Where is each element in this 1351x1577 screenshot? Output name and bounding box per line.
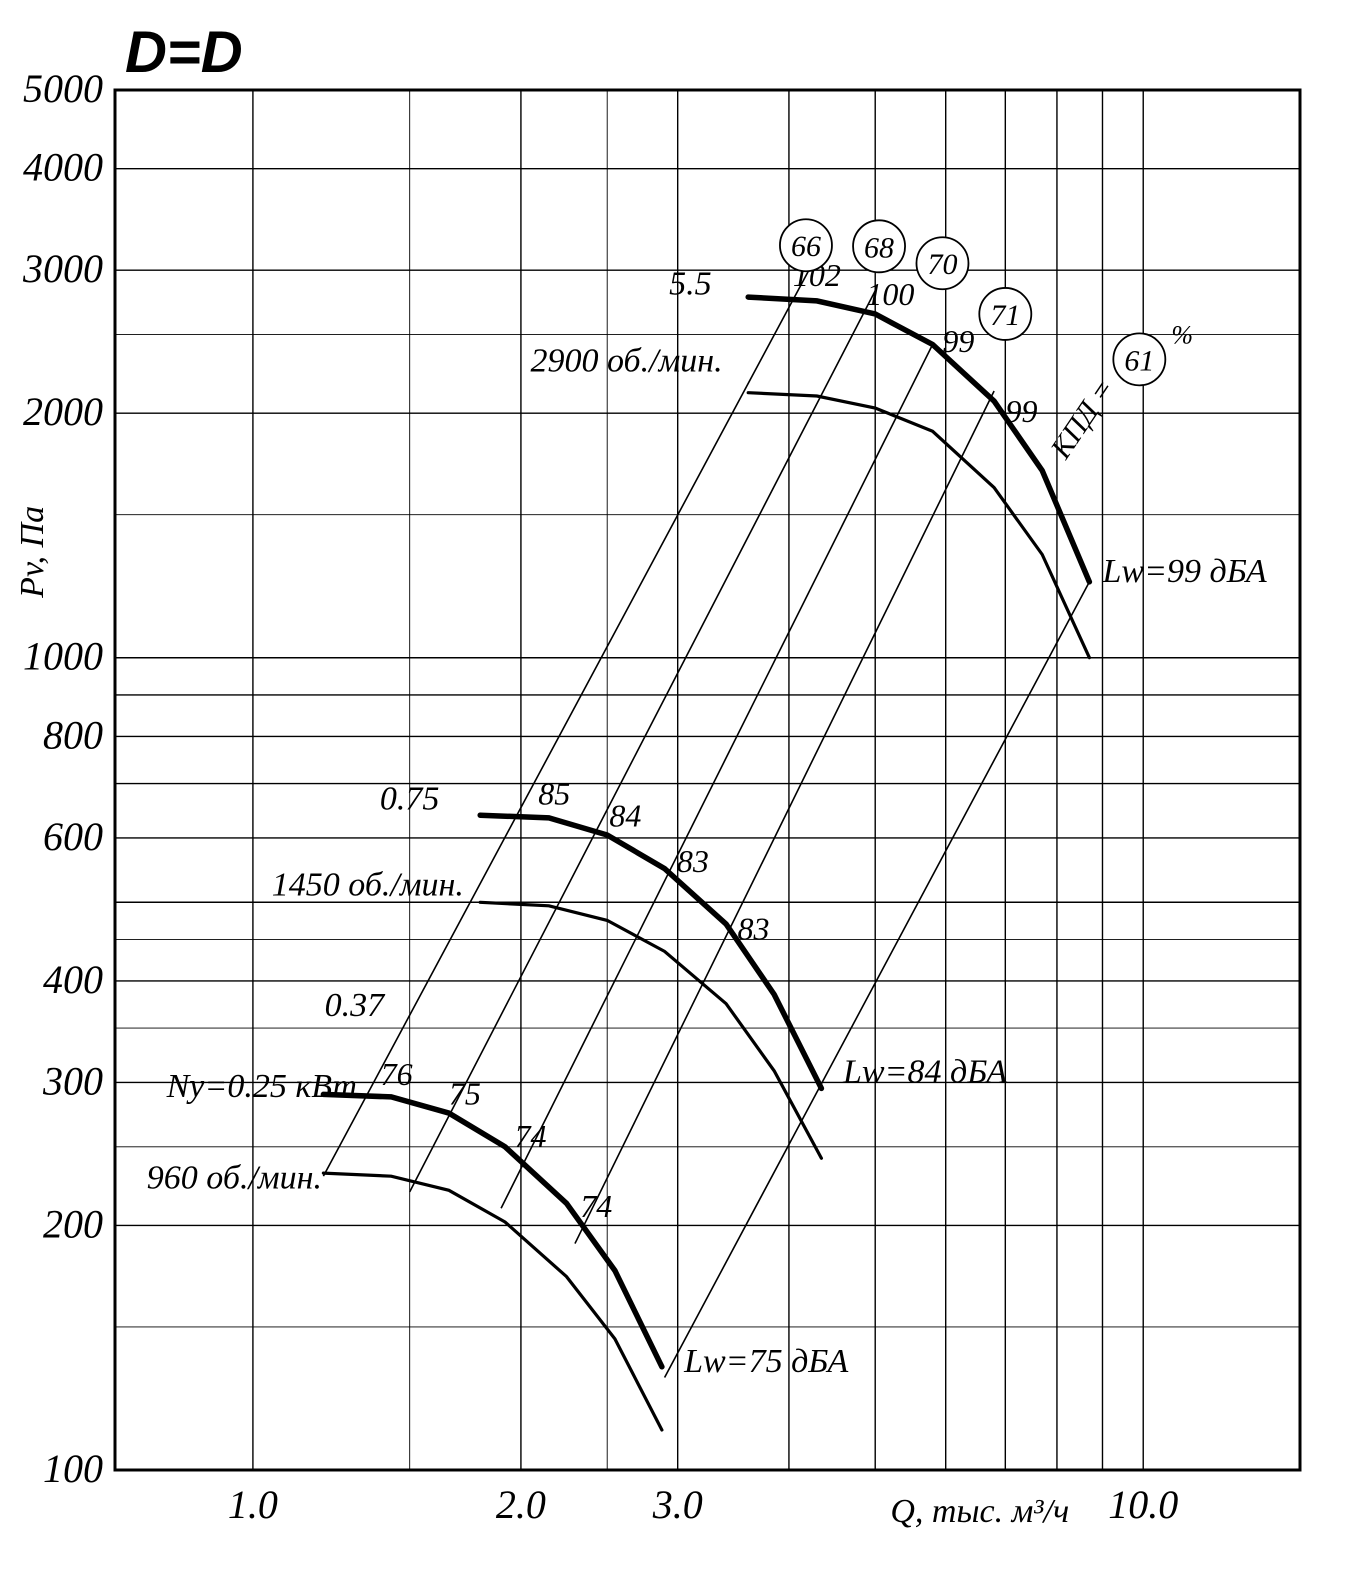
noise-label: 84 <box>609 797 641 833</box>
y-tick-label: 2000 <box>23 389 103 434</box>
x-tick-label: 1.0 <box>228 1482 278 1527</box>
y-tick-label: 4000 <box>23 145 103 190</box>
y-tick-label: 3000 <box>22 246 103 291</box>
y-tick-label: 200 <box>43 1201 103 1246</box>
noise-label: 83 <box>738 910 770 946</box>
x-tick-label: 2.0 <box>496 1482 546 1527</box>
noise-label: 76 <box>381 1056 413 1092</box>
noise-label: 74 <box>580 1188 612 1224</box>
x-tick-label: 10.0 <box>1108 1482 1178 1527</box>
kpd-label: КПД = <box>1044 373 1121 466</box>
power-label: 5.5 <box>669 266 712 303</box>
rpm-label: 960 об./мин. <box>147 1160 322 1197</box>
x-tick-label: 3.0 <box>652 1482 703 1527</box>
efficiency-value: 70 <box>927 248 957 281</box>
noise-label: 85 <box>538 775 570 811</box>
lw-label: Lw=84 дБА <box>842 1053 1007 1090</box>
y-tick-label: 300 <box>42 1058 103 1103</box>
noise-label: 100 <box>866 276 914 312</box>
lw-label: Lw=99 дБА <box>1101 553 1266 590</box>
efficiency-value: 61 <box>1124 344 1154 377</box>
y-tick-label: 600 <box>43 814 103 859</box>
noise-label: 75 <box>449 1075 481 1111</box>
ny-label: Ny=0.25 кВт <box>166 1068 357 1105</box>
rpm-label: 2900 об./мин. <box>530 343 722 380</box>
y-tick-label: 5000 <box>23 66 103 111</box>
efficiency-value: 71 <box>990 299 1020 332</box>
y-tick-label: 400 <box>43 957 103 1002</box>
y-tick-label: 800 <box>43 712 103 757</box>
efficiency-value: 66 <box>791 230 821 263</box>
noise-label: 99 <box>1006 393 1038 429</box>
kpd-percent: % <box>1171 320 1193 349</box>
efficiency-value: 68 <box>864 231 894 264</box>
y-tick-label: 1000 <box>23 634 103 679</box>
fan-chart: 100 200 300 400 600 800 1000 2000 3000 4000 5000 1.… <box>0 0 1351 1577</box>
lw-label: Lw=75 дБА <box>683 1343 848 1380</box>
power-label: 0.75 <box>380 781 440 818</box>
noise-label: 83 <box>677 843 709 879</box>
y-tick-label: 100 <box>43 1446 103 1491</box>
x-axis-title: Q, тыс. м³/ч <box>890 1493 1069 1530</box>
rpm-label: 1450 об./мин. <box>272 866 464 903</box>
y-axis-title: Pv, Па <box>14 506 51 599</box>
chart-title: D=D <box>125 20 243 85</box>
noise-label: 99 <box>942 323 974 359</box>
noise-label: 74 <box>514 1118 546 1154</box>
power-label: 0.37 <box>325 987 387 1024</box>
